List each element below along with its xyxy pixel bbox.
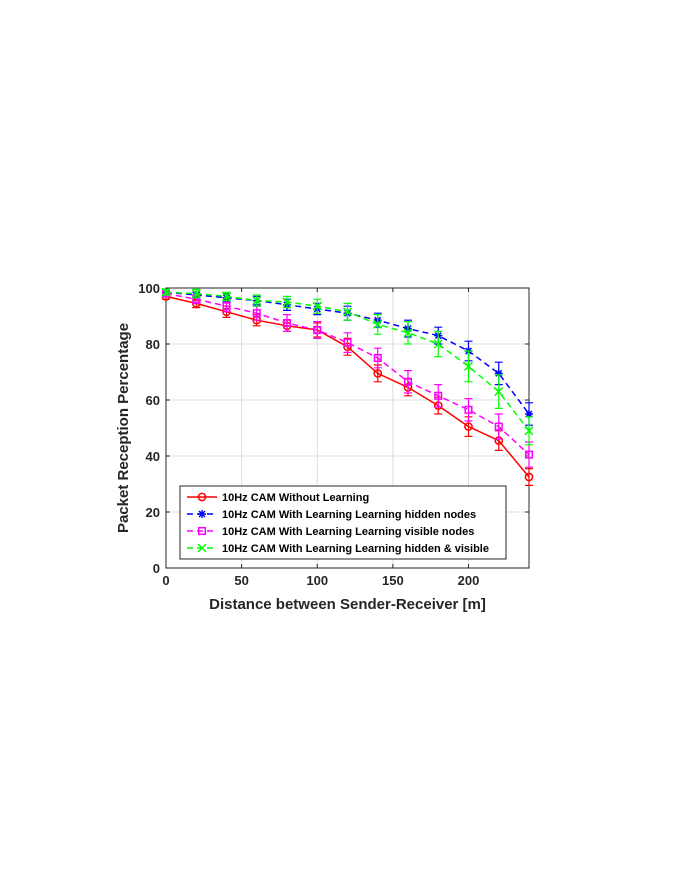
data-point <box>463 361 474 371</box>
data-point <box>494 422 503 431</box>
data-point <box>403 328 413 338</box>
error-bar <box>434 384 443 408</box>
series-line <box>165 295 530 478</box>
data-point <box>252 309 261 318</box>
axis-ticks: 0 50 100 150 200 0 20 40 60 80 100 <box>138 281 529 588</box>
data-point <box>313 325 322 335</box>
error-bar <box>404 370 412 394</box>
data-point <box>373 353 382 363</box>
data-point <box>191 289 201 299</box>
error-bar <box>494 413 503 440</box>
data-point <box>282 297 292 307</box>
data-point <box>282 318 292 328</box>
data-point <box>342 307 353 317</box>
x-tick-label: 200 <box>458 573 480 588</box>
series-layer <box>161 287 534 486</box>
y-tick-label: 100 <box>138 281 160 296</box>
x-tick-label: 150 <box>382 573 404 588</box>
legend-entry-4: 10Hz CAM With Learning Learning hidden &… <box>187 543 489 555</box>
data-point <box>494 369 503 378</box>
y-tick-label: 60 <box>146 393 160 408</box>
legend: 10Hz CAM Without Learning 10Hz CAM With L… <box>179 485 507 560</box>
data-point <box>494 387 504 397</box>
data-point <box>197 492 207 502</box>
error-bar <box>343 332 352 353</box>
data-point <box>403 377 413 386</box>
y-tick-label: 40 <box>146 449 160 464</box>
data-point <box>433 339 443 349</box>
y-tick-label: 20 <box>146 505 160 520</box>
data-point <box>373 319 383 329</box>
data-point <box>464 422 473 431</box>
data-point <box>525 410 533 418</box>
x-tick-label: 50 <box>234 573 248 588</box>
data-point <box>222 302 231 311</box>
error-bar <box>525 468 533 486</box>
error-bar <box>283 314 291 332</box>
y-tick-label: 0 <box>153 561 160 576</box>
data-point <box>524 426 534 436</box>
y-tick-label: 80 <box>146 337 160 352</box>
y-axis-title: Packet Reception Percentage <box>115 323 132 533</box>
legend-box <box>179 485 507 560</box>
data-point <box>464 405 473 414</box>
data-point <box>197 543 207 553</box>
data-point <box>198 510 206 518</box>
legend-label: 10Hz CAM Without Learning <box>222 492 369 504</box>
data-point <box>373 369 383 378</box>
legend-label: 10Hz CAM With Learning Learning hidden n… <box>222 509 476 521</box>
x-tick-label: 0 <box>162 573 169 588</box>
x-axis-title: Distance between Sender-Receiver [m] <box>209 596 486 613</box>
data-point <box>343 338 352 347</box>
legend-entry-3: 10Hz CAM With Learning Learning visible … <box>187 526 474 538</box>
data-point <box>252 296 262 306</box>
series-1 <box>161 292 534 486</box>
x-tick-label: 100 <box>306 573 328 588</box>
legend-entry-2: 10Hz CAM With Learning Learning hidden n… <box>187 509 476 521</box>
data-point <box>161 287 171 297</box>
legend-label: 10Hz CAM With Learning Learning hidden &… <box>222 543 489 555</box>
data-point <box>524 450 534 459</box>
data-point <box>524 472 534 482</box>
series-4 <box>161 287 534 446</box>
data-point <box>434 391 443 400</box>
data-point <box>312 301 322 311</box>
legend-entry-1: 10Hz CAM Without Learning <box>187 492 369 504</box>
data-point <box>221 291 232 301</box>
legend-label: 10Hz CAM With Learning Learning visible … <box>222 526 474 538</box>
error-bar <box>373 347 382 369</box>
error-bar <box>313 321 322 339</box>
data-point <box>197 526 207 536</box>
error-bar <box>464 398 473 422</box>
